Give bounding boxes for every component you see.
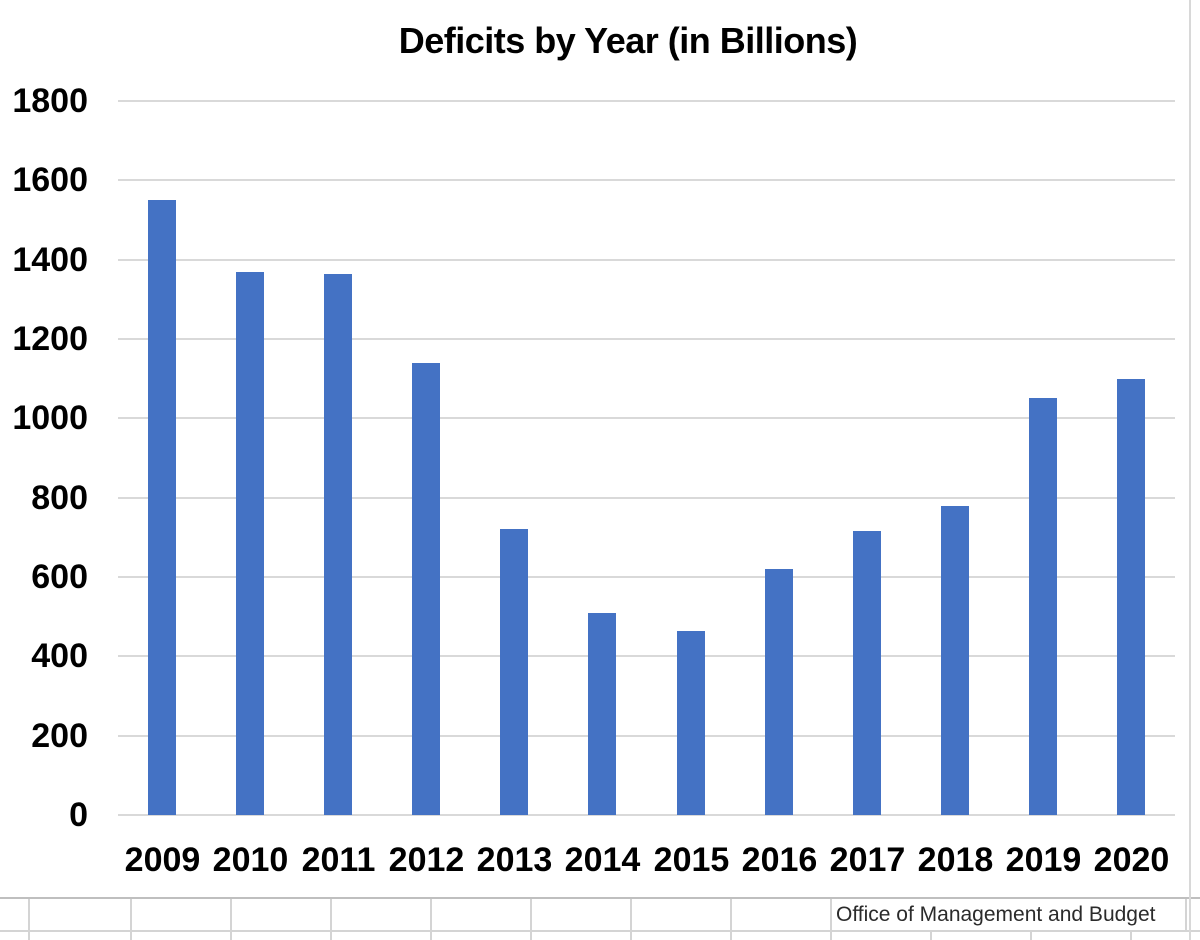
gridline-1000 [118, 417, 1175, 420]
gridline-1200 [118, 338, 1175, 340]
x-tick-2015: 2015 [653, 841, 730, 879]
cell-border [130, 932, 132, 940]
bar-2017 [853, 531, 881, 815]
cell-border [830, 932, 832, 940]
y-tick-400: 400 [31, 637, 88, 676]
x-tick-2017: 2017 [829, 841, 906, 879]
y-tick-1800: 1800 [12, 82, 88, 120]
y-tick-1000: 1000 [12, 399, 88, 438]
gridline-0 [118, 814, 1175, 816]
cell-border [28, 899, 30, 930]
gridline-1400 [118, 258, 1175, 261]
cell-border [430, 899, 432, 930]
cell-border [930, 932, 932, 940]
cell-border [530, 899, 532, 930]
chart-title: Deficits by Year (in Billions) [398, 20, 858, 61]
cell-border [630, 932, 632, 940]
gridline-600 [118, 576, 1175, 578]
bar-2015 [677, 631, 705, 815]
cell-border [28, 932, 30, 940]
cell-border [1130, 932, 1132, 940]
bar-2018 [941, 506, 969, 815]
gridline-1800 [118, 100, 1175, 102]
y-tick-200: 200 [31, 716, 88, 755]
y-tick-1600: 1600 [12, 161, 88, 200]
y-tick-1400: 1400 [12, 240, 88, 279]
cell-border [230, 932, 232, 940]
cell-border [330, 899, 332, 930]
x-tick-2010: 2010 [212, 841, 289, 879]
x-axis: 2009 2010 2011 2012 2013 2014 2015 2016 2017 2018… [118, 839, 1175, 881]
x-tick-2020: 2020 [1093, 841, 1170, 879]
y-tick-600: 600 [31, 558, 88, 596]
gridline-400 [118, 655, 1175, 658]
x-tick-2011: 2011 [301, 841, 376, 879]
y-tick-0: 0 [69, 796, 88, 834]
source-cell-text: Office of Management and Budget [836, 903, 1156, 926]
x-tick-2013: 2013 [476, 841, 553, 879]
x-tick-2009: 2009 [124, 841, 201, 879]
bar-2014 [588, 613, 616, 815]
bar-2016 [765, 569, 793, 815]
x-tick-2012: 2012 [388, 841, 465, 879]
source-cell[interactable]: Office of Management and Budget [836, 899, 1156, 930]
bar-2020 [1117, 379, 1145, 815]
cell-border [730, 899, 732, 930]
cell-border [130, 899, 132, 930]
cell-border [1185, 899, 1187, 930]
y-axis: 0 200 400 600 800 1000 1200 1400 1600 1800 [0, 0, 88, 897]
x-tick-2019: 2019 [1005, 841, 1082, 879]
gridline-1600 [118, 179, 1175, 182]
bar-2019 [1029, 398, 1057, 815]
gridline-200 [118, 734, 1175, 737]
x-tick-2016: 2016 [741, 841, 818, 879]
bar-2013 [500, 529, 528, 815]
spreadsheet-grid[interactable]: Office of Management and Budget [0, 897, 1200, 940]
y-tick-1200: 1200 [12, 320, 88, 358]
x-tick-2018: 2018 [917, 841, 994, 879]
cell-border [630, 899, 632, 930]
cell-border [730, 932, 732, 940]
bar-2010 [236, 272, 264, 815]
x-tick-2014: 2014 [564, 841, 641, 879]
gridline-800 [118, 496, 1175, 499]
cell-border [230, 899, 232, 930]
y-tick-800: 800 [31, 478, 88, 517]
chart-object[interactable]: Deficits by Year (in Billions) 0 200 400 60… [0, 0, 1200, 897]
page-break-line [1189, 0, 1191, 940]
cell-border [530, 932, 532, 940]
cell-border [830, 899, 832, 930]
cell-border [430, 932, 432, 940]
sheet-row-divider [0, 930, 1200, 932]
bar-2012 [412, 363, 440, 815]
bar-2009 [148, 200, 176, 815]
bar-2011 [324, 274, 352, 815]
cell-border [330, 932, 332, 940]
plot-area [118, 100, 1175, 816]
cell-border [1030, 932, 1032, 940]
